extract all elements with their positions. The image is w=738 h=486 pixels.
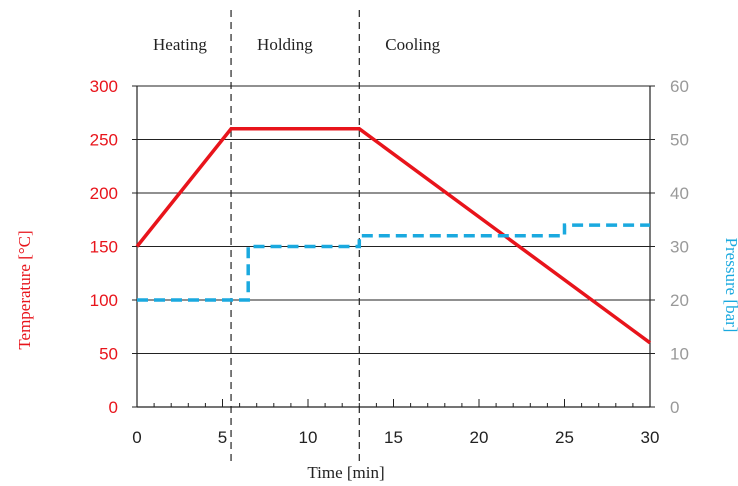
- x-tick-label: 15: [384, 428, 403, 447]
- data-series: [135, 127, 652, 345]
- y-right-tick-label: 60: [670, 77, 689, 96]
- y-right-tick-label: 40: [670, 184, 689, 203]
- phase-label-cooling: Cooling: [385, 35, 440, 54]
- phase-label-holding: Holding: [257, 35, 313, 54]
- y-left-tick-label: 150: [90, 238, 118, 257]
- x-tick-label: 30: [641, 428, 660, 447]
- x-tick-label: 10: [299, 428, 318, 447]
- x-axis-label: Time [min]: [307, 463, 384, 482]
- x-tick-label: 20: [470, 428, 489, 447]
- y-left-tick-label: 50: [99, 345, 118, 364]
- y-right-tick-label: 50: [670, 131, 689, 150]
- y-right-tick-label: 30: [670, 238, 689, 257]
- grid-lines: [137, 85, 650, 354]
- phase-label-heating: Heating: [153, 35, 207, 54]
- y-axis-label-left: Temperature [°C]: [15, 230, 34, 349]
- temperature-line: [135, 127, 652, 345]
- y-right-tick-label: 20: [670, 291, 689, 310]
- y-left-tick-label: 250: [90, 131, 118, 150]
- y-axis-label-right: Pressure [bar]: [722, 238, 738, 333]
- tick-labels: 0 5 10 15 20 25 300501001502002503000102030405…: [90, 77, 689, 447]
- y-left-tick-label: 0: [109, 398, 118, 417]
- x-tick-label: 0: [132, 428, 141, 447]
- minor-ticks: [132, 85, 655, 408]
- y-right-tick-label: 0: [670, 398, 679, 417]
- y-right-tick-label: 10: [670, 345, 689, 364]
- pressure-line: [137, 223, 650, 302]
- phase-dividers: Heating Holding Cooling: [153, 10, 441, 466]
- y-left-tick-label: 200: [90, 184, 118, 203]
- y-left-tick-label: 100: [90, 291, 118, 310]
- x-tick-label: 25: [555, 428, 574, 447]
- x-tick-label: 5: [218, 428, 227, 447]
- y-left-tick-label: 300: [90, 77, 118, 96]
